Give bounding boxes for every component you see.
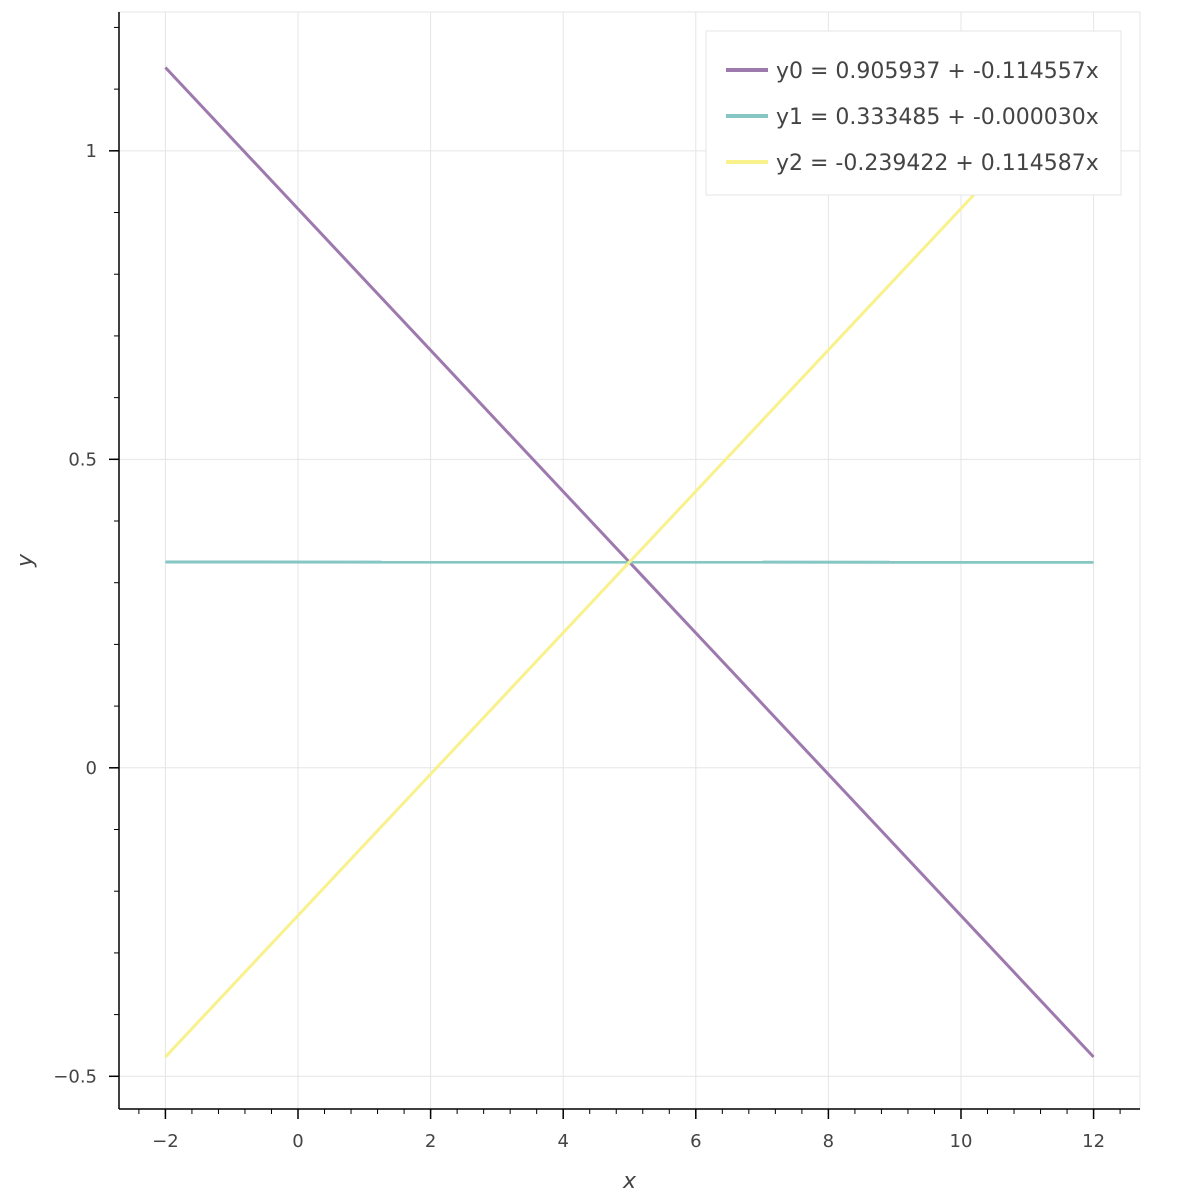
x-tick-label: 4	[557, 1131, 568, 1152]
x-axis-label: x	[622, 1169, 637, 1194]
x-tick-label: 12	[1082, 1131, 1105, 1152]
legend-label: y0 = 0.905937 + -0.114557x	[776, 59, 1099, 84]
legend-label: y2 = -0.239422 + 0.114587x	[776, 151, 1099, 176]
x-tick-label: 2	[425, 1131, 436, 1152]
y-tick-label: 1	[86, 141, 97, 162]
legend-label: y1 = 0.333485 + -0.000030x	[776, 105, 1099, 130]
y-axis-label: y	[13, 553, 38, 568]
series-lines	[165, 67, 1093, 1057]
y-tick-label: 0	[86, 758, 97, 779]
x-tick-label: 0	[292, 1131, 303, 1152]
x-tick-label: −2	[152, 1131, 179, 1152]
x-tick-label: 8	[823, 1131, 834, 1152]
y-tick-label: −0.5	[53, 1066, 97, 1087]
legend: y0 = 0.905937 + -0.114557x y1 = 0.333485 …	[706, 31, 1121, 195]
x-tick-label: 6	[690, 1131, 701, 1152]
x-tick-label: 10	[950, 1131, 973, 1152]
y-tick-label: 0.5	[68, 449, 97, 470]
